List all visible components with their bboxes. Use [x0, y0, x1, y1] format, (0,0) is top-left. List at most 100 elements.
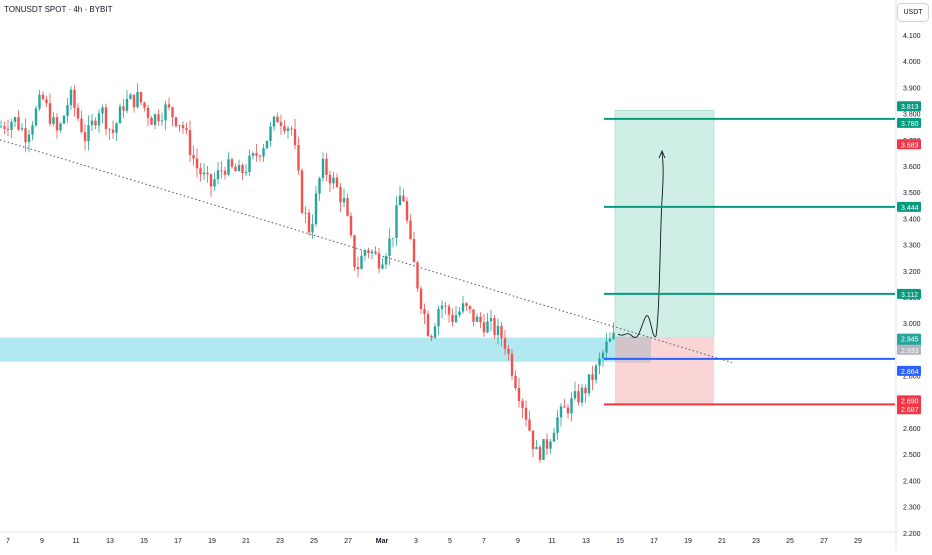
projection-layer — [617, 149, 666, 338]
x-tick-label: 11 — [548, 538, 555, 545]
candle-body — [174, 117, 178, 126]
projection-path — [617, 151, 664, 338]
candle-body — [251, 153, 255, 156]
candle-body — [395, 205, 398, 238]
price-label: 3.813 — [901, 104, 919, 111]
candle-body — [87, 125, 90, 142]
candle-body — [538, 447, 542, 460]
candle-body — [199, 168, 202, 175]
candle-body — [38, 94, 41, 109]
candle-body — [584, 387, 587, 394]
x-tick-label: 7 — [482, 538, 486, 545]
candle-body — [283, 125, 286, 131]
candle-body — [59, 123, 62, 131]
price-label: 2.864 — [901, 369, 919, 376]
candle-body — [423, 309, 426, 315]
candle-body — [563, 406, 566, 408]
candle-body — [181, 125, 185, 129]
candle-body — [276, 116, 279, 123]
candle-body — [76, 107, 80, 119]
candle-body — [507, 348, 510, 354]
y-tick-label: 2.800 — [903, 374, 921, 381]
candle-body — [587, 374, 591, 394]
x-tick-label: 3 — [414, 538, 418, 545]
candle-body — [272, 116, 276, 127]
candle-body — [139, 92, 143, 103]
candle-body — [307, 212, 311, 233]
price-label: 3.780 — [901, 121, 919, 128]
candle-body — [318, 178, 321, 194]
candle-body — [300, 170, 304, 213]
candle-body — [328, 174, 332, 184]
candle-body — [447, 306, 451, 315]
candle-body — [129, 94, 132, 100]
candle-body — [6, 128, 10, 130]
candle-body — [377, 253, 381, 269]
currency-button[interactable]: USDT — [897, 3, 929, 22]
candle-body — [290, 128, 293, 130]
candle-body — [430, 335, 433, 338]
candle-body — [192, 154, 195, 159]
time-axis[interactable]: 7 9 11 13 15 17 19 21 23 25 27 Mar 3 5 7 9 11 13 15 17 19 21 2… — [0, 531, 895, 545]
price-label: 2.690 — [901, 398, 919, 405]
candle-body — [608, 338, 612, 342]
candle-body — [262, 148, 265, 157]
price-label-bg — [897, 344, 921, 355]
x-tick-label: 9 — [516, 538, 520, 545]
x-tick-label: 15 — [616, 538, 624, 545]
candle-body — [566, 407, 570, 414]
candle-body — [398, 195, 402, 206]
candle-body — [349, 215, 353, 236]
x-tick-label: 19 — [684, 538, 692, 545]
candle-body — [304, 212, 307, 214]
candle-body — [279, 122, 283, 126]
candle-body — [153, 114, 157, 125]
candle-body — [45, 99, 48, 104]
candle-body — [360, 255, 363, 269]
candle-body — [248, 155, 251, 173]
candle-body — [146, 107, 150, 118]
price-axis[interactable]: 2.2002.3002.4002.5002.6002.7002.8002.900… — [895, 0, 921, 550]
candle-body — [346, 198, 349, 216]
candle-body — [556, 417, 559, 433]
candle-body — [437, 308, 440, 327]
candle-body — [157, 114, 160, 122]
candle-body — [90, 120, 94, 126]
candle-body — [314, 193, 318, 225]
candle-body — [426, 314, 430, 336]
x-tick-label: 19 — [208, 538, 216, 545]
x-tick-label: 27 — [344, 538, 352, 545]
candle-body — [143, 102, 146, 108]
candle-body — [24, 128, 27, 143]
y-tick-label: 3.400 — [903, 216, 921, 223]
candle-body — [549, 441, 552, 449]
candle-body — [472, 309, 475, 322]
candle-body — [577, 391, 580, 403]
candle-body — [31, 125, 34, 135]
candle-body — [17, 117, 20, 130]
candle-body — [13, 117, 17, 122]
candle-body — [500, 325, 503, 339]
candle-body — [517, 388, 521, 402]
candle-body — [10, 121, 13, 130]
candle-body — [496, 325, 500, 336]
y-tick-label: 3.000 — [903, 321, 921, 328]
price-label-bg — [897, 101, 921, 112]
candle-body — [531, 430, 535, 450]
candle-body — [461, 303, 465, 312]
candle-body — [591, 374, 594, 380]
candle-body — [384, 256, 388, 265]
candle-body — [479, 316, 482, 323]
y-tick-label: 3.600 — [903, 164, 921, 171]
candle-body — [293, 128, 297, 146]
candle-body — [367, 250, 370, 254]
candle-body — [255, 153, 258, 156]
candle-body — [41, 94, 45, 100]
candle-body — [178, 125, 181, 127]
candle-body — [433, 326, 437, 338]
candle-body — [444, 305, 447, 307]
demand-zone — [0, 337, 615, 362]
candle-body — [321, 158, 325, 179]
